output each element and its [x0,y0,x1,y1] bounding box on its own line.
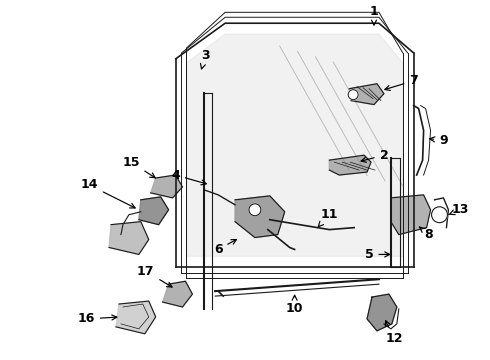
Circle shape [249,204,261,216]
Text: 4: 4 [171,168,206,185]
Polygon shape [329,155,371,175]
Polygon shape [116,301,156,334]
Polygon shape [109,222,149,255]
Text: 10: 10 [286,295,303,315]
Text: 16: 16 [77,312,117,325]
Circle shape [432,207,447,223]
Polygon shape [187,34,403,256]
Text: 3: 3 [200,49,210,69]
Text: 5: 5 [365,248,390,261]
Text: 8: 8 [419,227,433,241]
Text: 17: 17 [137,265,172,287]
Polygon shape [139,197,169,225]
Polygon shape [391,195,431,235]
Text: 2: 2 [361,149,388,162]
Text: 13: 13 [449,203,469,216]
Text: 7: 7 [385,74,418,90]
Text: 15: 15 [122,156,155,178]
Text: 6: 6 [214,239,237,256]
Polygon shape [163,281,193,307]
Circle shape [348,90,358,100]
Text: 9: 9 [430,134,448,147]
Polygon shape [349,84,384,105]
Text: 12: 12 [385,321,403,345]
Text: 11: 11 [318,208,338,227]
Text: 14: 14 [80,179,135,208]
Polygon shape [151,175,182,198]
Polygon shape [367,294,397,331]
Polygon shape [235,196,285,238]
Text: 1: 1 [369,5,378,25]
